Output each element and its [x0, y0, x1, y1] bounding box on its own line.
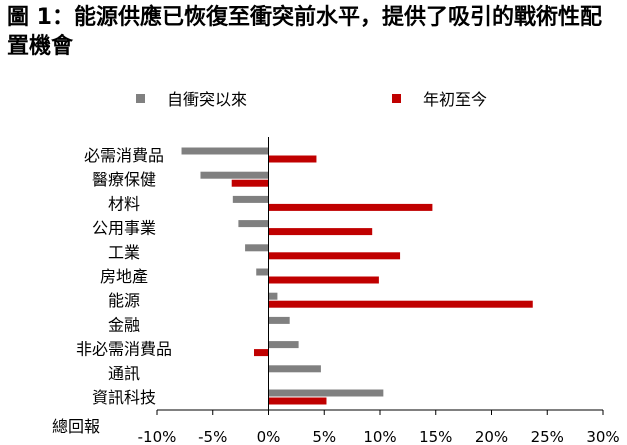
- x-tick-label-5: 15%: [419, 428, 452, 445]
- x-tick-label-2: 0%: [257, 428, 281, 445]
- bar-series-2-1: [231, 179, 269, 187]
- x-tick-label-1: -5%: [198, 428, 227, 445]
- category-label-10: 資訊科技: [92, 388, 156, 407]
- category-label-0: 必需消費品: [84, 146, 164, 165]
- bar-series-1-3: [238, 220, 269, 228]
- category-label-1: 醫療保健: [92, 170, 156, 189]
- category-label-7: 金融: [108, 315, 140, 334]
- bar-series-1-1: [200, 171, 269, 179]
- x-tick-label-6: 20%: [475, 428, 508, 445]
- bar-series-2-6: [268, 300, 533, 308]
- bar-series-1-8: [268, 341, 299, 349]
- x-axis-label: 總回報: [52, 417, 100, 436]
- legend-label-series-2: 年初至今: [423, 90, 488, 109]
- category-label-6: 能源: [108, 291, 140, 310]
- bar-series-2-5: [268, 276, 379, 284]
- bar-series-2-2: [268, 203, 433, 211]
- category-label-4: 工業: [108, 243, 140, 262]
- chart-title: 圖 1：能源供應已恢復至衝突前水平，提供了吸引的戰術性配置機會: [7, 5, 602, 59]
- category-label-3: 公用事業: [92, 219, 156, 238]
- legend-swatch-series-1: [136, 93, 145, 103]
- x-tick-label-7: 25%: [531, 428, 564, 445]
- bar-series-2-4: [268, 252, 401, 260]
- bar-series-1-0: [181, 147, 269, 155]
- category-label-9: 通訊: [108, 364, 140, 383]
- bar-series-1-4: [245, 244, 269, 252]
- bar-series-2-3: [268, 228, 373, 236]
- bar-series-1-6: [268, 292, 278, 300]
- bar-series-1-2: [232, 195, 269, 203]
- category-label-2: 材料: [108, 194, 140, 213]
- category-label-5: 房地產: [100, 267, 148, 286]
- x-tick-label-3: 5%: [312, 428, 336, 445]
- bar-series-1-10: [268, 389, 384, 397]
- x-tick-label-4: 10%: [363, 428, 396, 445]
- bar-series-1-7: [268, 316, 290, 324]
- legend-item-series-1: 自衝突以來: [136, 86, 247, 110]
- legend-swatch-series-2: [392, 93, 401, 103]
- bar-series-1-9: [268, 365, 321, 373]
- bar-series-2-0: [268, 155, 317, 163]
- bar-series-1-5: [256, 268, 269, 276]
- bar-series-2-10: [268, 397, 327, 405]
- x-tick-label-8: 30%: [586, 428, 619, 445]
- x-tick-label-0: -10%: [138, 428, 177, 445]
- legend-item-series-2: 年初至今: [392, 86, 487, 110]
- category-label-8: 非必需消費品: [76, 340, 172, 359]
- bar-series-2-8: [254, 349, 269, 357]
- legend-label-series-1: 自衝突以來: [167, 90, 248, 109]
